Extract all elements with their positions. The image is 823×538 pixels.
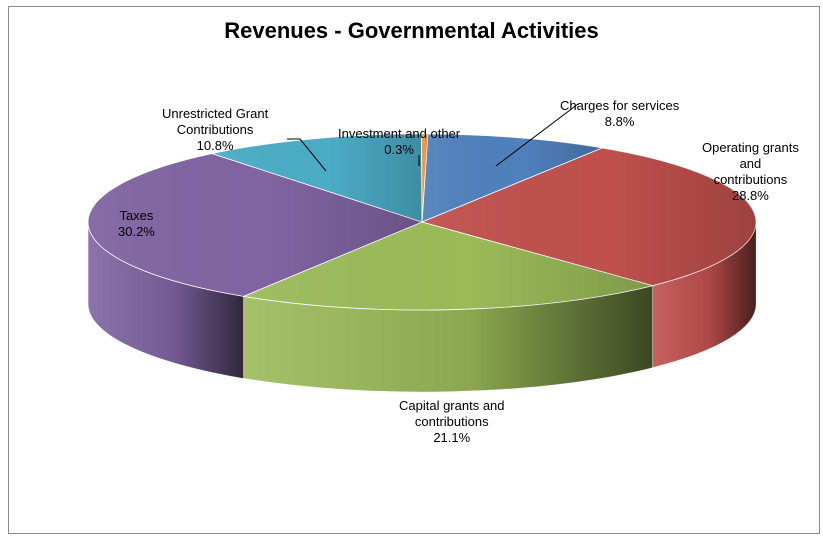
pie-side-capital-grants [243, 285, 653, 392]
slice-label-text: contributions [414, 414, 489, 429]
pie-slice-charges-for-services [422, 134, 603, 222]
pie-slice-investment-and-other [421, 133, 428, 222]
slice-value-text: 8.8% [604, 114, 635, 129]
slice-label-text: Capital grants and [399, 398, 505, 413]
slice-value-text: 0.3% [384, 142, 414, 157]
slice-label-text: Charges for services [560, 98, 680, 113]
pie-side-operating-grants [652, 222, 756, 368]
leader-line-unrestricted-grant [287, 138, 327, 172]
slice-value-text: 30.2% [118, 224, 155, 239]
slice-label-text: and [739, 156, 762, 171]
slice-label-taxes: Taxes 30.2% [118, 208, 155, 240]
slice-label-text: contributions [713, 172, 788, 187]
slice-label-text: Contributions [176, 122, 254, 137]
slice-label-operating-grants: Operating grants and contributions 28.8% [702, 140, 799, 204]
slice-value-text: 28.8% [731, 188, 769, 203]
pie-slice-operating-grants [422, 147, 756, 286]
leader-line-charges-for-services [495, 103, 579, 167]
pie-slice-taxes [87, 153, 422, 297]
slice-value-text: 10.8% [196, 138, 234, 153]
slice-label-text: Investment and other [338, 126, 461, 141]
slice-label-text: Taxes [119, 208, 154, 223]
pie-slice-capital-grants [243, 222, 653, 310]
chart-title: Revenues - Governmental Activities [224, 18, 599, 43]
slice-label-capital-grants: Capital grants and contributions 21.1% [399, 398, 505, 446]
slice-value-text: 21.1% [433, 430, 471, 445]
pie-slice-unrestricted-grant [211, 134, 422, 222]
slice-label-unrestricted-grant: Unrestricted Grant Contributions 10.8% [162, 106, 268, 154]
pie-side-taxes [88, 222, 244, 379]
slice-label-investment-and-other: Investment and other 0.3% [338, 126, 460, 158]
slice-label-text: Operating grants [702, 140, 799, 155]
slice-label-charges-for-services: Charges for services 8.8% [560, 98, 679, 130]
slice-label-text: Unrestricted Grant [162, 106, 269, 121]
